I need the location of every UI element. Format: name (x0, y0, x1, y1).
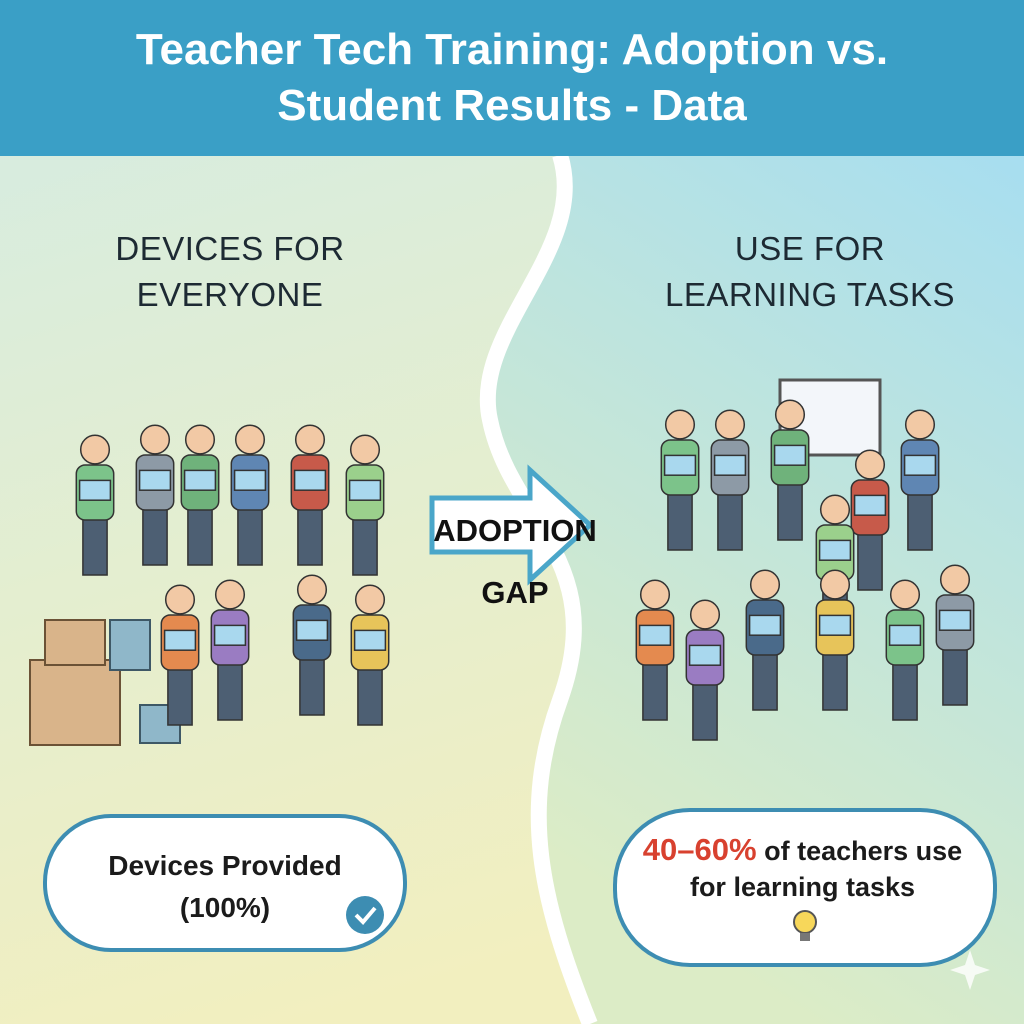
title: Teacher Tech Training: Adoption vs. Stud… (135, 25, 889, 130)
laptop (295, 619, 329, 641)
person-legs (237, 503, 263, 566)
person-legs (217, 658, 243, 721)
laptop (663, 454, 697, 476)
person-legs (752, 648, 778, 711)
laptop (713, 454, 747, 476)
person-head (939, 564, 971, 595)
person-head (904, 409, 936, 440)
laptop (688, 644, 722, 666)
laptop (903, 454, 937, 476)
person-head (774, 399, 806, 430)
person-head (354, 584, 386, 615)
right-heading: USE FOR LEARNING TASKS (664, 230, 956, 313)
laptop (353, 629, 387, 651)
left-callout: Devices Provided (100%) (108, 850, 342, 923)
person-legs (297, 503, 323, 566)
left-heading: DEVICES FOR EVERYONE (115, 230, 345, 313)
person-head (79, 434, 111, 465)
laptop (293, 469, 327, 491)
person-legs (299, 653, 325, 716)
laptop (853, 494, 887, 516)
check-mark (354, 906, 377, 925)
laptop (138, 469, 172, 491)
person-legs (167, 663, 193, 726)
person-head (184, 424, 216, 455)
person-legs (692, 678, 718, 741)
person-head (819, 494, 851, 525)
laptop (938, 609, 972, 631)
person-legs (667, 488, 693, 551)
person-head (349, 434, 381, 465)
laptop (233, 469, 267, 491)
person-head (889, 579, 921, 610)
bulb-icon (793, 910, 817, 934)
person-head (749, 569, 781, 600)
person-head (294, 424, 326, 455)
person-head (819, 569, 851, 600)
check-icon (346, 896, 384, 934)
laptop (638, 624, 672, 646)
person-head (664, 409, 696, 440)
box (109, 619, 151, 671)
person-legs (187, 503, 213, 566)
person-head (296, 574, 328, 605)
box (29, 659, 121, 746)
person-head (234, 424, 266, 455)
person-legs (357, 663, 383, 726)
laptop (78, 479, 112, 501)
laptop (773, 444, 807, 466)
laptop (888, 624, 922, 646)
left-callout-box (43, 814, 407, 952)
person-head (639, 579, 671, 610)
bulb-base (800, 933, 810, 941)
header-band (0, 0, 1024, 156)
sparkle (950, 950, 990, 990)
person-head (164, 584, 196, 615)
people (75, 399, 975, 741)
person-head (214, 579, 246, 610)
person-legs (642, 658, 668, 721)
person-legs (907, 488, 933, 551)
person-legs (822, 648, 848, 711)
arrow-label: ADOPTION GAP (433, 513, 597, 610)
person-legs (857, 528, 883, 591)
laptop (818, 614, 852, 636)
person-legs (352, 513, 378, 576)
right-callout: 40–60% of teachers use for learning task… (625, 832, 980, 905)
person-head (689, 599, 721, 630)
person-legs (82, 513, 108, 576)
person-legs (942, 643, 968, 706)
laptop (163, 629, 197, 651)
person-legs (142, 503, 168, 566)
box (44, 619, 106, 666)
person-legs (892, 658, 918, 721)
laptop (348, 479, 382, 501)
person-head (139, 424, 171, 455)
person-head (714, 409, 746, 440)
person-head (854, 449, 886, 480)
laptop (748, 614, 782, 636)
highlight: 40–60% (642, 832, 757, 867)
laptop (183, 469, 217, 491)
person-legs (717, 488, 743, 551)
right-callout-box (613, 808, 997, 967)
laptop (213, 624, 247, 646)
arrow (429, 464, 594, 586)
laptop (818, 539, 852, 561)
person-legs (777, 478, 803, 541)
callout-text: of teachers use for learning tasks (689, 836, 963, 902)
